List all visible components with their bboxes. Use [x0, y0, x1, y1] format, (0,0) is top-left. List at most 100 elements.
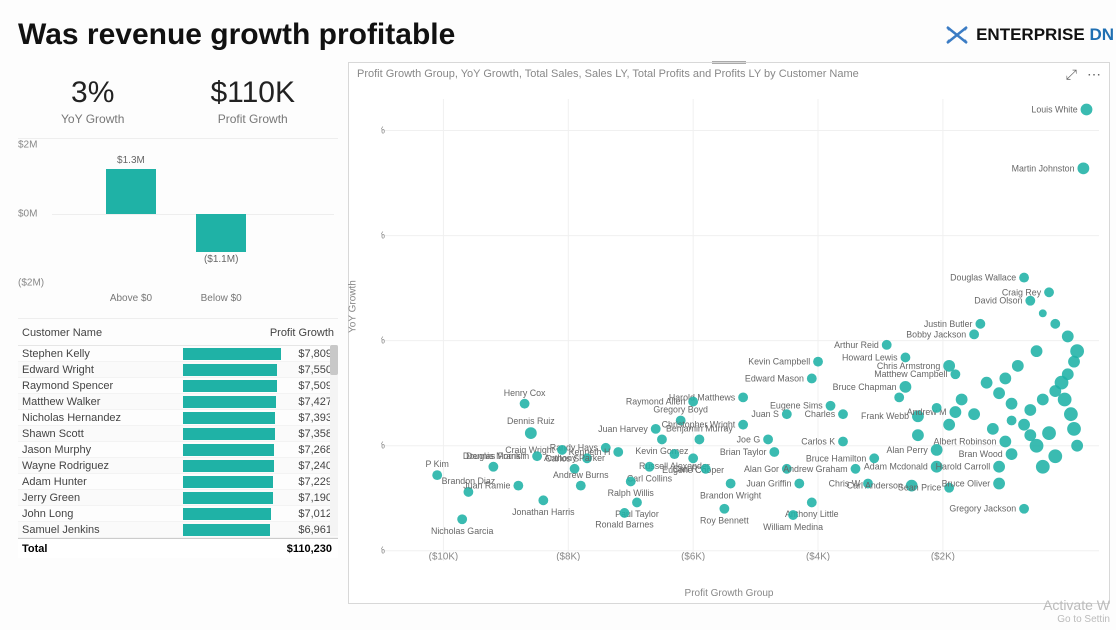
scatter-point[interactable]: [943, 419, 955, 431]
scatter-point[interactable]: [645, 462, 655, 472]
scatter-point[interactable]: [894, 392, 904, 402]
scatter-point[interactable]: [1025, 296, 1035, 306]
scatter-point[interactable]: [1007, 416, 1017, 426]
scatter-point[interactable]: [999, 436, 1011, 448]
scatter-point[interactable]: [1031, 345, 1043, 357]
col-profit-growth[interactable]: Profit Growth: [183, 319, 338, 346]
scatter-point[interactable]: [532, 451, 542, 461]
scatter-point[interactable]: [1006, 448, 1018, 460]
scatter-point[interactable]: [1062, 368, 1074, 380]
scatter-point[interactable]: [900, 381, 912, 393]
scatter-point[interactable]: [763, 434, 773, 444]
scatter-point[interactable]: [993, 461, 1005, 473]
scatter-point[interactable]: [520, 399, 530, 409]
table-row[interactable]: Jerry Green$7,190: [18, 490, 338, 506]
scatter-point[interactable]: [694, 434, 704, 444]
scatter-point[interactable]: [782, 409, 792, 419]
table-row[interactable]: Nicholas Hernandez$7,393: [18, 410, 338, 426]
table-row[interactable]: Jason Murphy$7,268: [18, 442, 338, 458]
scatter-point[interactable]: [807, 374, 817, 384]
table-row[interactable]: Wayne Rodriguez$7,240: [18, 458, 338, 474]
bar-chart-profit-groups[interactable]: $1.3M($1.1M)($2M)$0M$2MAbove $0Below $0: [18, 138, 338, 308]
scatter-point[interactable]: [975, 319, 985, 329]
scatter-point[interactable]: [688, 453, 698, 463]
table-row[interactable]: Matthew Walker$7,427: [18, 394, 338, 410]
scatter-point[interactable]: [1077, 162, 1089, 174]
scatter-point[interactable]: [1037, 394, 1049, 406]
scatter-point[interactable]: [626, 477, 636, 487]
scatter-point[interactable]: [1019, 273, 1029, 283]
bar[interactable]: [106, 169, 156, 214]
scatter-point[interactable]: [1012, 360, 1024, 372]
table-row[interactable]: Shawn Scott$7,358: [18, 426, 338, 442]
scatter-point[interactable]: [769, 447, 779, 457]
scatter-point[interactable]: [726, 479, 736, 489]
scatter-point[interactable]: [807, 498, 817, 508]
scatter-point[interactable]: [632, 498, 642, 508]
scatter-point[interactable]: [1024, 404, 1036, 416]
scatter-point[interactable]: [1058, 393, 1072, 407]
scatter-point[interactable]: [851, 464, 861, 474]
scatter-point[interactable]: [882, 340, 892, 350]
scatter-point[interactable]: [912, 429, 924, 441]
col-customer-name[interactable]: Customer Name: [18, 319, 183, 346]
drag-handle-icon[interactable]: [712, 61, 746, 66]
scatter-point[interactable]: [999, 373, 1011, 385]
scatter-point[interactable]: [794, 479, 804, 489]
scatter-point[interactable]: [956, 394, 968, 406]
scatter-point[interactable]: [1036, 460, 1050, 474]
scatter-point[interactable]: [968, 408, 980, 420]
scatter-point[interactable]: [657, 434, 667, 444]
scatter-point[interactable]: [950, 369, 960, 379]
scatter-point[interactable]: [1042, 426, 1056, 440]
table-row[interactable]: Stephen Kelly$7,809: [18, 346, 338, 362]
scatter-point[interactable]: [1006, 398, 1018, 410]
scatter-point[interactable]: [1062, 331, 1074, 343]
scatter-chart-visual[interactable]: Profit Growth Group, YoY Growth, Total S…: [348, 62, 1110, 604]
bar[interactable]: [196, 214, 246, 252]
scatter-point[interactable]: [701, 464, 711, 474]
scatter-point[interactable]: [620, 508, 630, 518]
focus-mode-icon[interactable]: ⤢: [1066, 67, 1077, 81]
table-row[interactable]: John Long$7,012: [18, 506, 338, 522]
scatter-point[interactable]: [738, 392, 748, 402]
scatter-point[interactable]: [949, 406, 961, 418]
scatter-point[interactable]: [993, 387, 1005, 399]
scatter-point[interactable]: [1071, 440, 1083, 452]
scatter-point[interactable]: [738, 420, 748, 430]
scatter-point[interactable]: [1070, 344, 1084, 358]
scatter-point[interactable]: [513, 481, 523, 491]
scatter-point[interactable]: [457, 514, 467, 524]
scatter-point[interactable]: [525, 427, 537, 439]
scatter-point[interactable]: [993, 478, 1005, 490]
table-row[interactable]: Raymond Spencer$7,509: [18, 378, 338, 394]
scatter-point[interactable]: [1019, 504, 1029, 514]
scatter-point[interactable]: [969, 329, 979, 339]
scatter-point[interactable]: [981, 377, 993, 389]
scatter-point[interactable]: [1039, 309, 1047, 317]
scatter-point[interactable]: [1067, 422, 1081, 436]
scatter-point[interactable]: [576, 481, 586, 491]
scatter-point[interactable]: [1044, 287, 1054, 297]
scatter-point[interactable]: [1064, 407, 1078, 421]
scatter-point[interactable]: [1048, 449, 1062, 463]
table-row[interactable]: Edward Wright$7,550: [18, 362, 338, 378]
more-options-icon[interactable]: ⋯: [1087, 67, 1101, 81]
scatter-point[interactable]: [538, 495, 548, 505]
scatter-point[interactable]: [1081, 104, 1093, 116]
scatter-point[interactable]: [488, 462, 498, 472]
scatter-point[interactable]: [932, 403, 942, 413]
scatter-point[interactable]: [788, 510, 798, 520]
table-scrollbar[interactable]: [330, 345, 338, 536]
scatter-point[interactable]: [838, 437, 848, 447]
scatter-point[interactable]: [670, 449, 680, 459]
scatter-point[interactable]: [838, 409, 848, 419]
scatter-point[interactable]: [1024, 429, 1036, 441]
scatter-point[interactable]: [651, 424, 661, 434]
scatter-point[interactable]: [1050, 319, 1060, 329]
scatter-point[interactable]: [719, 504, 729, 514]
scatter-point[interactable]: [1018, 419, 1030, 431]
scatter-point[interactable]: [613, 447, 623, 457]
scatter-point[interactable]: [987, 423, 999, 435]
scatter-point[interactable]: [813, 357, 823, 367]
